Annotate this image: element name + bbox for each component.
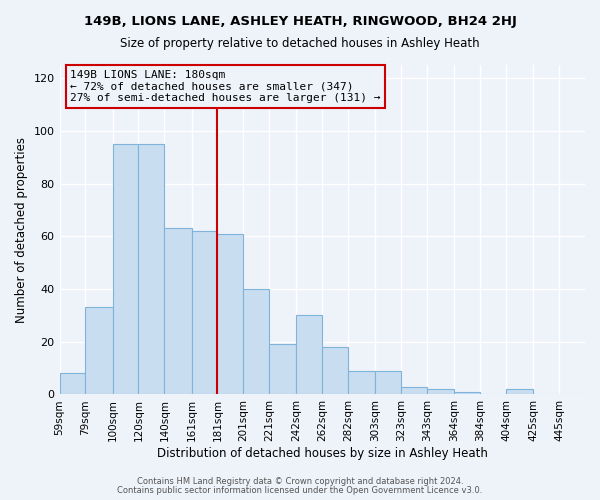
Text: Contains public sector information licensed under the Open Government Licence v3: Contains public sector information licen…	[118, 486, 482, 495]
Bar	[376, 370, 401, 394]
Bar	[427, 389, 454, 394]
Bar	[217, 234, 244, 394]
Text: Size of property relative to detached houses in Ashley Heath: Size of property relative to detached ho…	[120, 38, 480, 51]
Bar	[322, 347, 348, 395]
Bar	[506, 389, 533, 394]
Bar	[113, 144, 139, 395]
Y-axis label: Number of detached properties: Number of detached properties	[15, 136, 28, 322]
Bar	[401, 386, 427, 394]
Text: 149B LIONS LANE: 180sqm
← 72% of detached houses are smaller (347)
27% of semi-d: 149B LIONS LANE: 180sqm ← 72% of detache…	[70, 70, 380, 103]
Bar	[244, 289, 269, 395]
Bar	[164, 228, 191, 394]
Bar	[139, 144, 164, 395]
Bar	[296, 316, 322, 394]
Bar	[348, 370, 376, 394]
Text: Contains HM Land Registry data © Crown copyright and database right 2024.: Contains HM Land Registry data © Crown c…	[137, 477, 463, 486]
Bar	[59, 374, 85, 394]
X-axis label: Distribution of detached houses by size in Ashley Heath: Distribution of detached houses by size …	[157, 447, 488, 460]
Bar	[269, 344, 296, 395]
Bar	[85, 308, 113, 394]
Bar	[454, 392, 480, 394]
Text: 149B, LIONS LANE, ASHLEY HEATH, RINGWOOD, BH24 2HJ: 149B, LIONS LANE, ASHLEY HEATH, RINGWOOD…	[83, 15, 517, 28]
Bar	[191, 231, 217, 394]
